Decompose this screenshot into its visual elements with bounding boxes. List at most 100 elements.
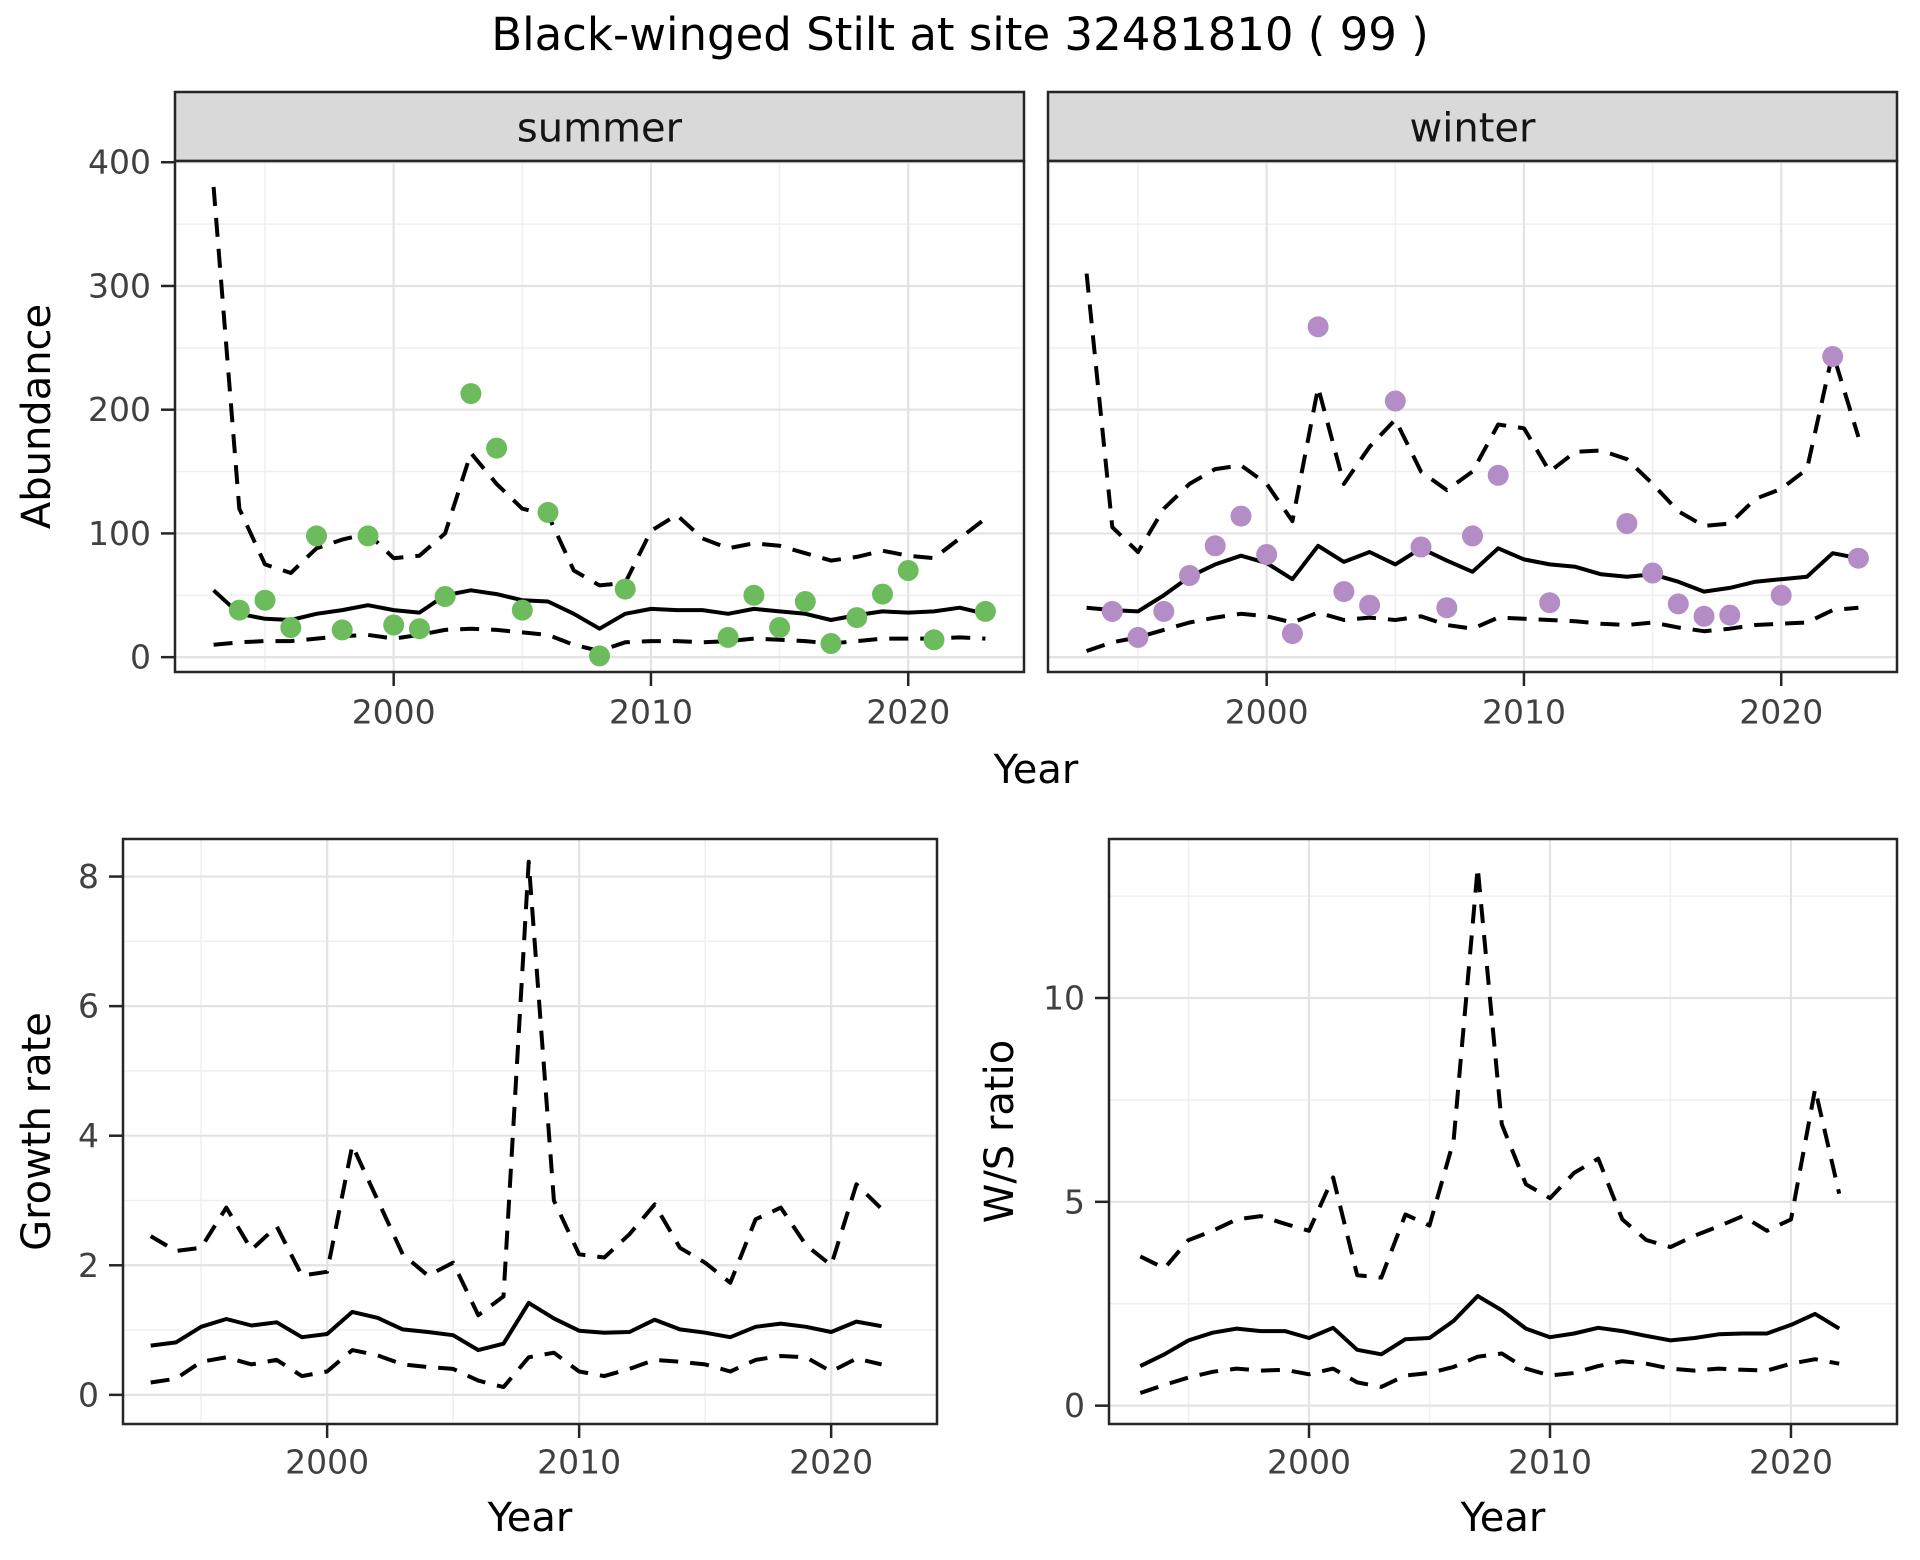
data-point (846, 607, 868, 629)
panel-border (173, 159, 1026, 674)
data-point (1462, 525, 1483, 547)
panel-abundance-summer: summer 2000 2010 2020 0 100 200 300 400 Abundance (14, 90, 1026, 732)
y-tick-label: 0 (130, 638, 151, 677)
data-point (1847, 547, 1869, 569)
data-point (769, 617, 791, 638)
panel-growth-rate: 2000 2010 2020 0 2 4 6 8 Growth rate Year (14, 837, 939, 1541)
data-point (1179, 565, 1200, 586)
x-tick-label: 2020 (1749, 1443, 1833, 1482)
data-point (1719, 604, 1741, 626)
data-point (1642, 562, 1664, 584)
data-point (1616, 513, 1638, 534)
top-row-x-axis-title: Year (993, 747, 1079, 793)
x-axis-title: Year (1460, 1495, 1546, 1541)
lower_ci-line (1085, 605, 1859, 653)
data-point (460, 383, 482, 405)
data-point (794, 591, 816, 612)
data-point (434, 586, 456, 607)
data-point (1127, 626, 1149, 648)
facet-strip (173, 90, 1026, 163)
y-tick-label: 4 (78, 1116, 99, 1155)
data-point (408, 618, 430, 640)
facet-strip-label: winter (1410, 106, 1536, 152)
data-point (1333, 581, 1355, 603)
x-tick-label: 2010 (609, 693, 693, 732)
data-point (1307, 316, 1329, 338)
y-axis-title: W/S ratio (977, 1040, 1023, 1223)
y-tick-label: 6 (78, 987, 99, 1026)
upper_ci-line (1139, 865, 1842, 1280)
panel-abundance-winter: winter 2000 2010 2020 (1046, 90, 1899, 732)
y-tick-label: 10 (1043, 978, 1085, 1017)
lower_ci-line (150, 1348, 883, 1390)
data-point (717, 626, 739, 648)
x-tick-label: 2010 (537, 1443, 621, 1482)
median-line (212, 588, 986, 631)
y-tick-label: 100 (88, 514, 151, 553)
y-axis-title: Abundance (14, 304, 60, 529)
data-point (820, 633, 842, 654)
x-axis-title: Year (487, 1495, 573, 1541)
data-point (1539, 592, 1561, 614)
data-point (1101, 600, 1123, 622)
panel-ws-ratio: 2000 2010 2020 0 5 10 W/S ratio Year (977, 837, 1899, 1541)
y-tick-label: 2 (78, 1246, 99, 1285)
data-point (331, 619, 353, 641)
data-point (1667, 593, 1689, 615)
y-tick-label: 5 (1064, 1182, 1085, 1221)
lower_ci-line (1139, 1351, 1840, 1395)
median-line (1139, 1294, 1841, 1368)
panel-border (121, 837, 939, 1426)
data-point (383, 614, 405, 636)
data-point (254, 589, 276, 611)
x-tick-label: 2010 (1508, 1443, 1592, 1482)
x-tick-label: 2020 (866, 693, 950, 732)
data-point (1204, 535, 1226, 557)
data-point (1230, 505, 1252, 527)
data-point (537, 501, 559, 523)
panel-border (1046, 159, 1899, 674)
x-tick-label: 2000 (352, 693, 436, 732)
data-point (589, 645, 610, 667)
data-point (614, 578, 636, 600)
x-tick-label: 2020 (789, 1443, 873, 1482)
panel-border (1107, 837, 1899, 1426)
data-point (1487, 464, 1509, 486)
data-point (280, 617, 302, 638)
data-point (228, 599, 250, 621)
data-point (1770, 584, 1792, 606)
x-tick-label: 2020 (1739, 693, 1823, 732)
x-tick-label: 2000 (1267, 1443, 1351, 1482)
data-point (1153, 600, 1175, 622)
upper_ci-line (211, 186, 987, 588)
y-tick-label: 200 (88, 390, 151, 429)
upper_ci-line (149, 859, 883, 1318)
x-tick-label: 2010 (1482, 693, 1566, 732)
x-tick-label: 2000 (1225, 693, 1309, 732)
median-line (1086, 543, 1859, 614)
x-tick-label: 2000 (285, 1443, 369, 1482)
data-point (1384, 390, 1406, 412)
data-point (1281, 623, 1303, 645)
data-point (357, 525, 379, 547)
data-point (1693, 605, 1715, 627)
data-point (1822, 346, 1844, 367)
data-point (872, 583, 893, 605)
data-point (974, 600, 996, 622)
data-point (743, 584, 765, 606)
y-tick-label: 8 (78, 857, 99, 896)
y-tick-label: 0 (78, 1375, 99, 1414)
facet-strip-label: summer (517, 106, 683, 152)
data-point (897, 560, 919, 581)
data-point (1256, 544, 1278, 565)
y-axis-title: Growth rate (14, 1012, 60, 1251)
data-point (306, 525, 327, 547)
data-point (1410, 536, 1432, 558)
median-line (150, 1300, 882, 1353)
data-point (511, 599, 533, 621)
data-point (486, 437, 508, 459)
plot-title: Black-winged Stilt at site 32481810 ( 99… (491, 8, 1429, 61)
y-tick-label: 400 (88, 143, 151, 182)
